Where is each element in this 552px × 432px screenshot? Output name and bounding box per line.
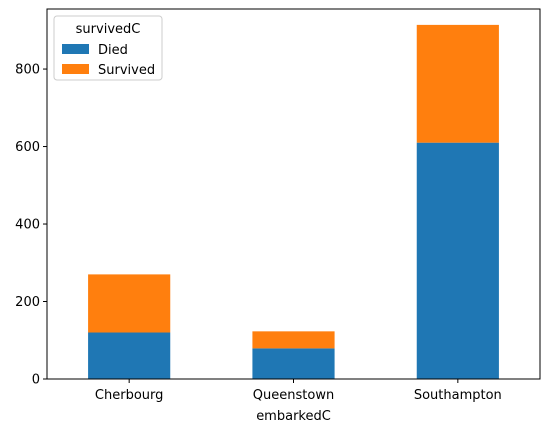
- y-tick-label: 0: [32, 373, 40, 388]
- legend-swatch-died: [62, 44, 89, 54]
- legend-swatch-survived: [62, 64, 89, 74]
- bar-died-queenstown: [252, 348, 335, 379]
- axes-layer: Cherbourg Queenstown Southampton 0 200 400 600…: [15, 8, 541, 403]
- legend: survivedC Died Survived: [53, 15, 163, 81]
- bar-survived-queenstown: [252, 331, 335, 349]
- legend-label-died: Died: [98, 43, 128, 58]
- y-tick-label: 600: [15, 140, 40, 155]
- bar-died-southampton: [416, 142, 499, 379]
- x-tick-label: Cherbourg: [95, 388, 163, 403]
- bar-survived-cherbourg: [88, 274, 171, 333]
- x-axis-label: embarkedC: [256, 409, 331, 424]
- plot-frame: [46, 8, 541, 380]
- y-tick-label: 400: [15, 218, 40, 233]
- y-tick-label: 800: [15, 63, 40, 78]
- bar-survived-southampton: [416, 24, 499, 143]
- bars-layer: [88, 24, 499, 379]
- x-tick-label: Queenstown: [253, 388, 334, 403]
- x-tick-label: Southampton: [414, 388, 502, 403]
- bar-died-cherbourg: [88, 332, 171, 379]
- legend-title: survivedC: [76, 22, 141, 37]
- y-tick-label: 200: [15, 295, 40, 310]
- legend-label-survived: Survived: [98, 63, 155, 78]
